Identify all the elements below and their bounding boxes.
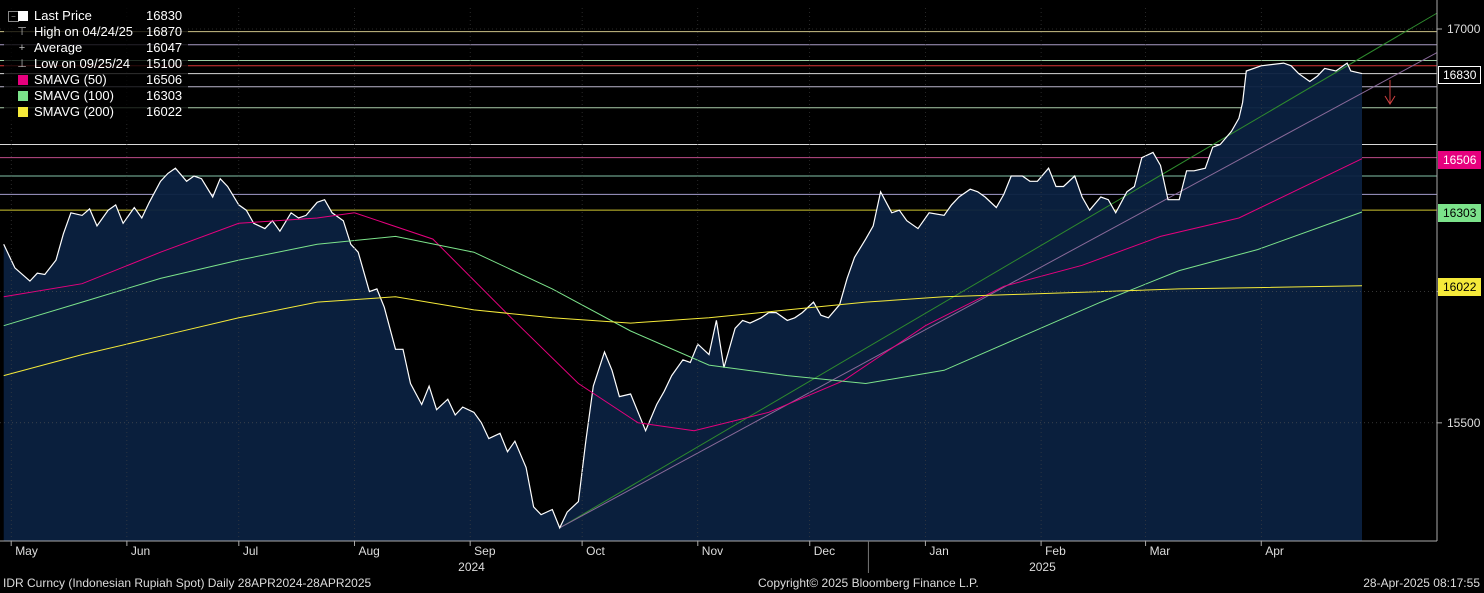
y-tick-label: 15500: [1447, 416, 1481, 430]
x-tick-label: Jan: [929, 544, 948, 558]
series-lines: [3, 62, 1363, 530]
legend-label: SMAVG (50): [34, 72, 107, 87]
legend-label: Average: [34, 40, 83, 55]
price-area-fill: [3, 63, 1363, 541]
x-year-label: 2025: [1029, 560, 1056, 574]
x-tick-label: Dec: [814, 544, 835, 558]
series-line-2: [3, 211, 1363, 385]
legend-label: SMAVG (200): [34, 104, 114, 119]
trendline: [559, 52, 1438, 529]
legend-label: Low on 09/25/24: [34, 56, 131, 71]
legend-value: 16830: [146, 8, 183, 23]
footer-timestamp: 28-Apr-2025 08:17:55: [1363, 576, 1480, 590]
legend-value: 16047: [146, 40, 183, 55]
legend-value: 16870: [146, 24, 183, 39]
x-tick-label: Nov: [702, 544, 723, 558]
sma200-tag: 16022: [1438, 277, 1482, 296]
chart-legend: − Last Price 16830 ⊤ High on 04/24/25 16…: [4, 6, 188, 124]
legend-row-high: ⊤ High on 04/24/25 16870: [4, 24, 188, 40]
down-arrow-marker: [1384, 80, 1396, 105]
tick-labels: 155001600017000MayJunJulAugSepOctNovDecJ…: [10, 22, 1481, 574]
sma50-tag: 16506: [1438, 150, 1482, 169]
trendlines: [559, 12, 1438, 529]
series-line-3: [3, 285, 1363, 377]
x-year-label: 2024: [458, 560, 485, 574]
price-area: [3, 63, 1363, 541]
x-tick-label: Sep: [474, 544, 496, 558]
legend-swatch: [18, 107, 28, 117]
x-tick-label: Aug: [358, 544, 379, 558]
average-marker-icon: +: [18, 42, 26, 54]
last-price-tag: 16830: [1438, 65, 1482, 84]
footer-copyright: Copyright© 2025 Bloomberg Finance L.P.: [758, 576, 979, 590]
legend-label: Last Price: [34, 8, 92, 23]
x-tick-label: May: [15, 544, 38, 558]
x-tick-label: Feb: [1045, 544, 1066, 558]
trendline: [559, 12, 1438, 529]
y-tick-label: 17000: [1447, 22, 1481, 36]
legend-value: 16022: [146, 104, 183, 119]
x-tick-label: Apr: [1265, 544, 1284, 558]
legend-swatch: [18, 91, 28, 101]
legend-row-last-price: − Last Price 16830: [4, 8, 188, 24]
sma100-tag: 16303: [1438, 204, 1482, 222]
series-line-1: [3, 158, 1363, 432]
low-marker-icon: ⊥: [17, 58, 27, 70]
x-tick-label: Oct: [586, 544, 605, 558]
legend-row-sma50: SMAVG (50) 16506: [4, 72, 188, 88]
x-tick-label: Jul: [243, 544, 258, 558]
footer-security-info: IDR Curncy (Indonesian Rupiah Spot) Dail…: [3, 576, 372, 590]
legend-row-average: + Average 16047: [4, 40, 188, 56]
legend-value: 16303: [146, 88, 183, 103]
legend-value: 16506: [146, 72, 183, 87]
x-tick-label: Mar: [1150, 544, 1171, 558]
legend-swatch: [18, 11, 28, 21]
legend-label: High on 04/24/25: [34, 24, 134, 39]
legend-swatch: [18, 75, 28, 85]
arrow-head: [1384, 95, 1396, 105]
high-marker-icon: ⊤: [17, 26, 27, 38]
series-line-0: [3, 62, 1363, 530]
legend-row-sma200: SMAVG (200) 16022: [4, 104, 188, 120]
legend-row-low: ⊥ Low on 09/25/24 15100: [4, 56, 188, 72]
x-tick-label: Jun: [131, 544, 150, 558]
legend-label: SMAVG (100): [34, 88, 114, 103]
legend-row-sma100: SMAVG (100) 16303: [4, 88, 188, 104]
legend-value: 15100: [146, 56, 183, 71]
